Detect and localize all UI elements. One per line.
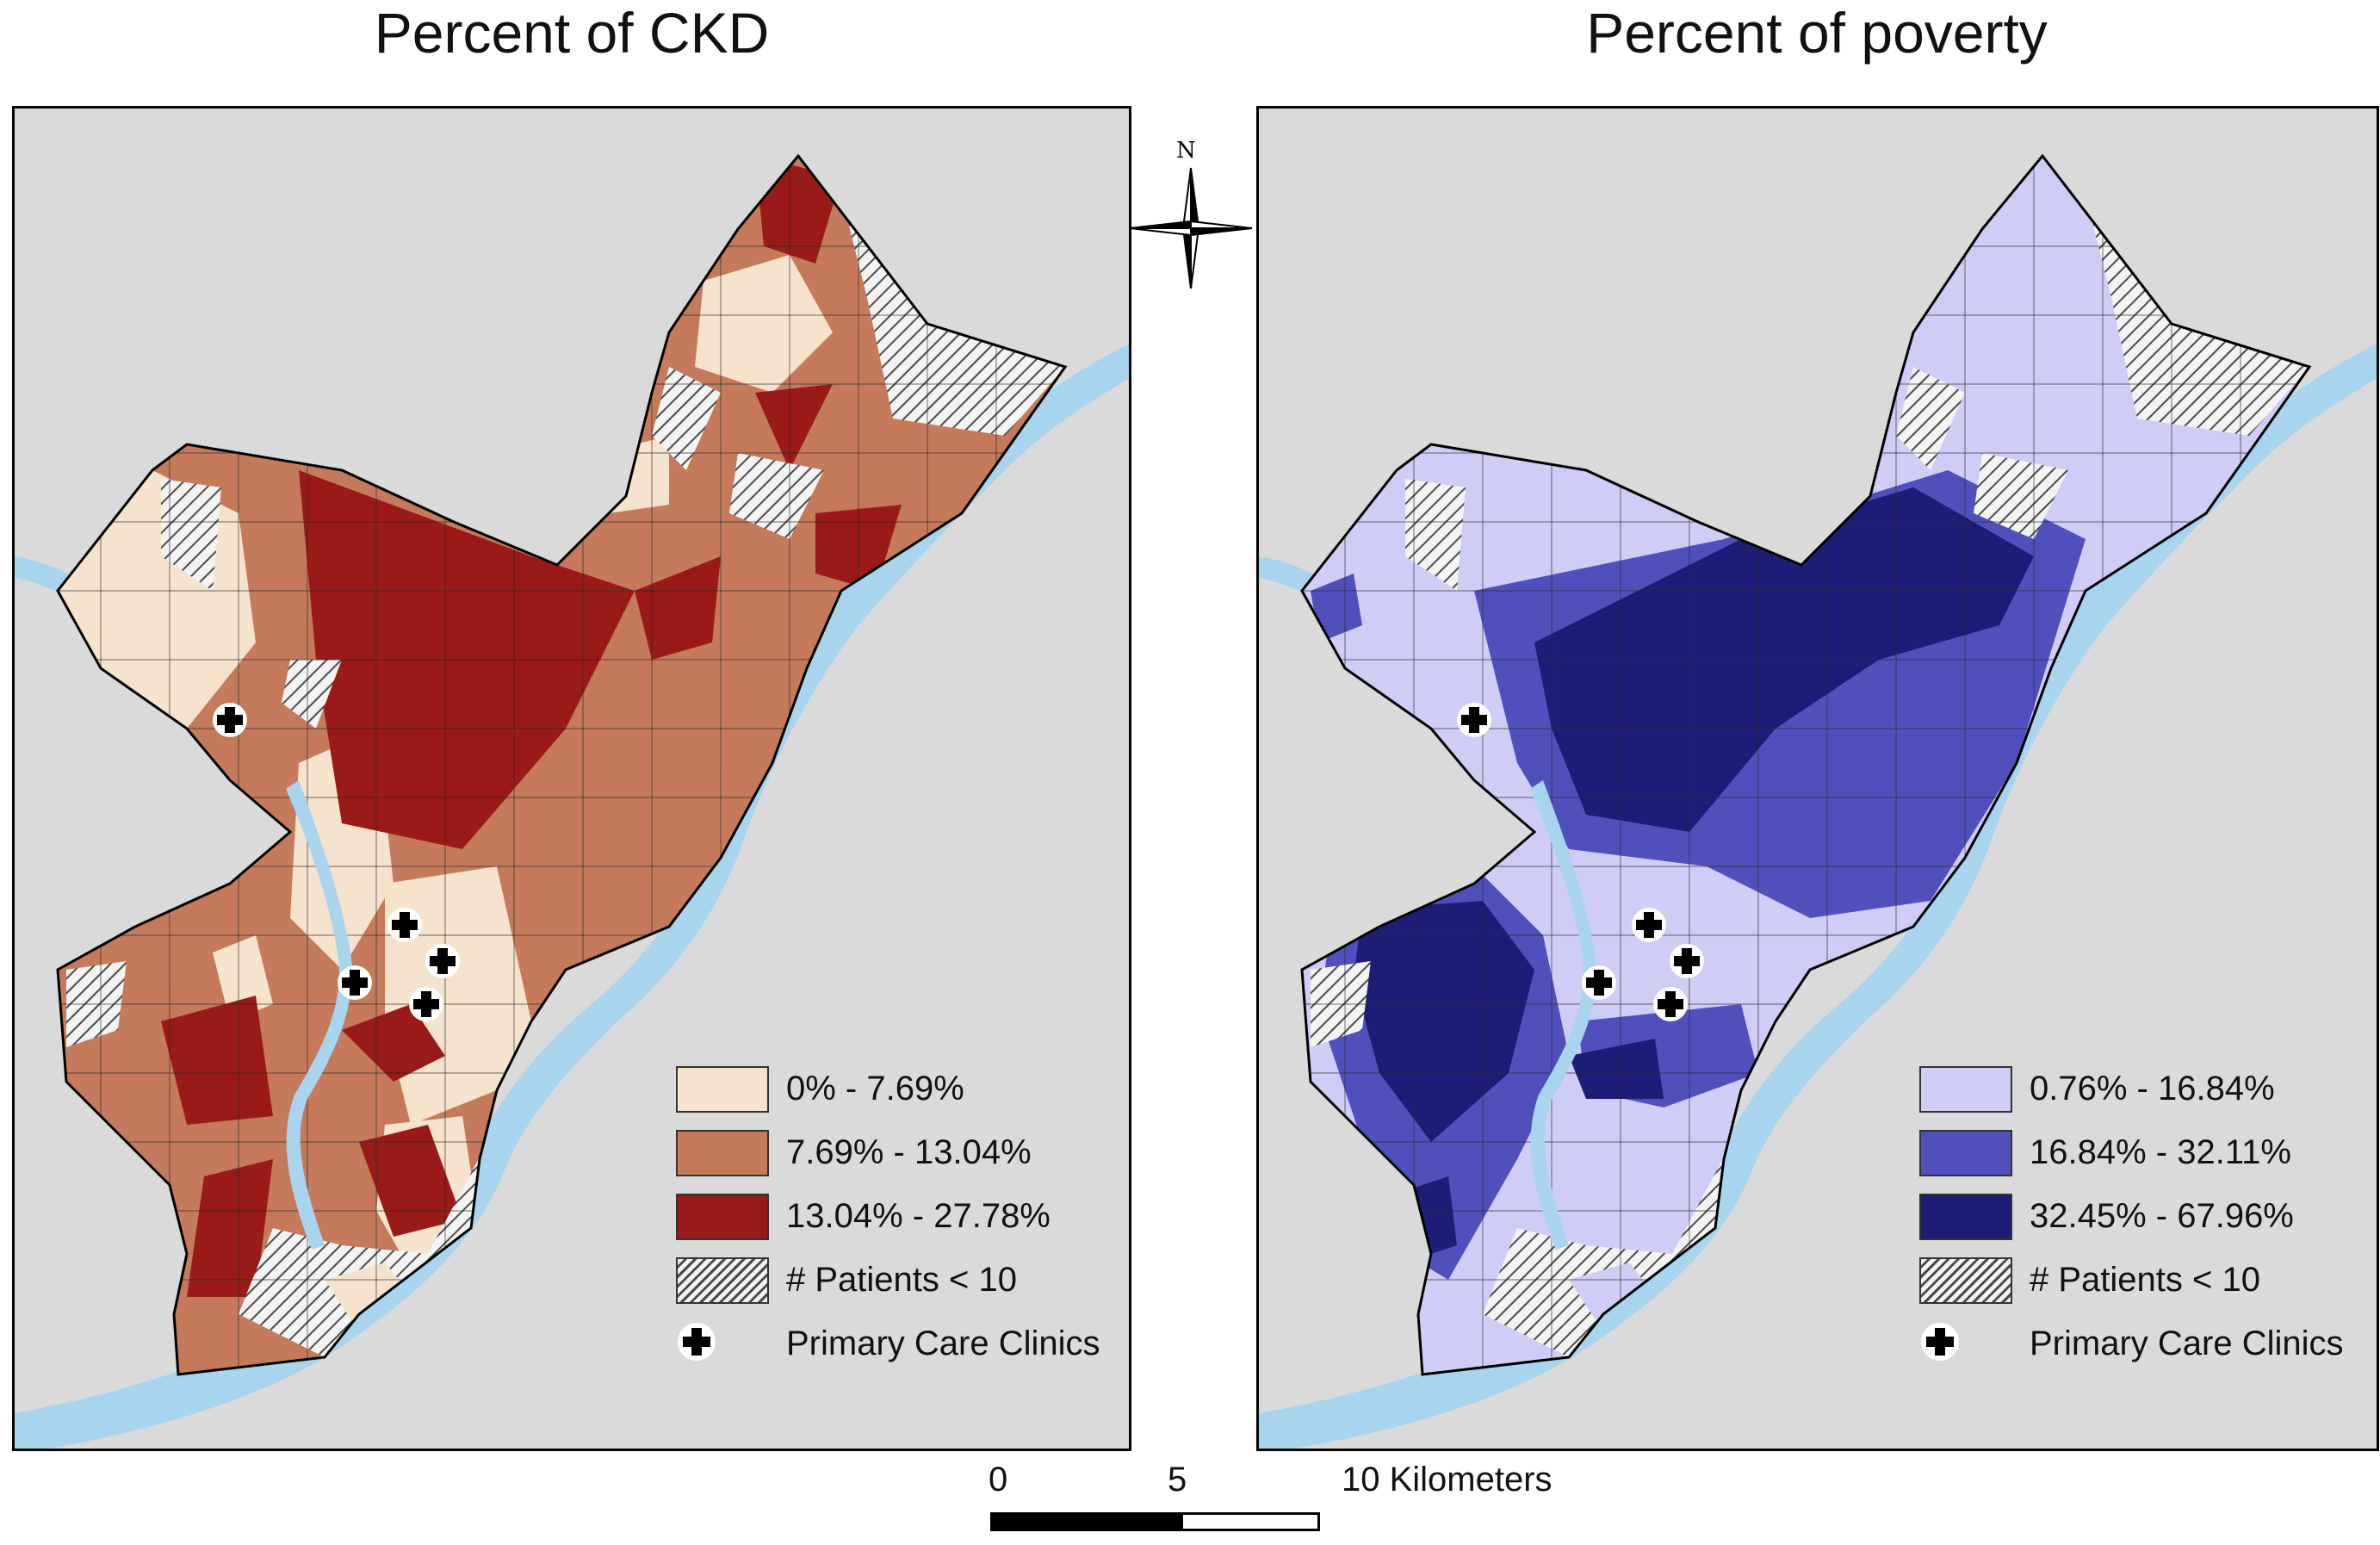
legend-label-mid-poverty: 16.84% - 32.11% [2030, 1133, 2291, 1171]
legend-label-high: 13.04% - 27.78% [786, 1197, 1051, 1235]
poverty-map-panel: 0.76% - 16.84% 16.84% - 32.11% 32.45% - … [1256, 106, 2379, 1451]
compass-icon: N [1129, 138, 1253, 289]
legend-swatch-mid [676, 1130, 769, 1176]
legend-label-clinics: Primary Care Clinics [786, 1325, 1100, 1362]
clinic-marker-r3 [1582, 965, 1616, 1000]
clinic-marker-4 [425, 944, 460, 978]
scale-tick-5: 5 [1168, 1461, 1187, 1498]
city-boundary [56, 153, 1068, 1376]
legend-label-clinics-poverty: Primary Care Clinics [2030, 1325, 2344, 1362]
legend-swatch-hatched [676, 1257, 769, 1304]
legend-label-patients: # Patients < 10 [786, 1261, 1017, 1299]
clinic-marker-3 [338, 965, 372, 1000]
clinic-marker-r1 [1457, 703, 1491, 737]
legend-label-patients-poverty: # Patients < 10 [2030, 1261, 2260, 1299]
legend-swatch-low [676, 1066, 769, 1113]
clinic-marker-r2 [1632, 908, 1666, 942]
clinic-markers-right [1457, 703, 1704, 1021]
clinic-marker-2 [387, 908, 422, 942]
legend-swatch-high-poverty [1919, 1194, 2012, 1240]
legend-swatch-low-poverty [1919, 1066, 2012, 1113]
delaware-river [15, 344, 1129, 1449]
ckd-map-title: Percent of CKD [374, 1, 770, 65]
ckd-map-panel: 0% - 7.69% 7.69% - 13.04% 13.04% - 27.78… [12, 106, 1131, 1451]
scale-tick-0: 0 [989, 1461, 1008, 1498]
legend-label-low-poverty: 0.76% - 16.84% [2030, 1070, 2275, 1108]
plus-icon [678, 1323, 716, 1361]
delaware-river-right [1259, 344, 2377, 1449]
poverty-legend: 0.76% - 16.84% 16.84% - 32.11% 32.45% - … [1919, 1066, 2376, 1411]
scale-segment-white [1181, 1512, 1320, 1531]
scale-tick-10: 10 Kilometers [1342, 1461, 1553, 1498]
legend-swatch-hatched-poverty [1919, 1257, 2012, 1304]
legend-label-mid: 7.69% - 13.04% [786, 1133, 1032, 1171]
plus-icon [1921, 1323, 1959, 1361]
city-boundary-right [1300, 153, 2312, 1376]
north-label: N [1176, 138, 1196, 164]
schuylkill-river-right [1530, 780, 1596, 1250]
clinic-marker-1 [213, 703, 247, 737]
poverty-map [1259, 153, 2377, 1449]
poverty-map-title: Percent of poverty [1586, 1, 2048, 65]
scale-bar: 0 5 10 Kilometers [989, 1461, 1553, 1543]
legend-label-high-poverty: 32.45% - 67.96% [2030, 1197, 2294, 1235]
legend-swatch-high [676, 1194, 769, 1240]
clinic-marker-r5 [1653, 987, 1688, 1021]
clinic-marker-r4 [1670, 944, 1704, 978]
clinic-marker-5 [409, 987, 443, 1021]
ckd-map [15, 153, 1129, 1449]
legend-label-low: 0% - 7.69% [786, 1070, 964, 1108]
legend-swatch-mid-poverty [1919, 1130, 2012, 1176]
clinic-markers [213, 703, 460, 1021]
scale-segment-black [990, 1512, 1183, 1531]
schuylkill-river [286, 780, 352, 1250]
ckd-legend: 0% - 7.69% 7.69% - 13.04% 13.04% - 27.78… [676, 1066, 1124, 1411]
